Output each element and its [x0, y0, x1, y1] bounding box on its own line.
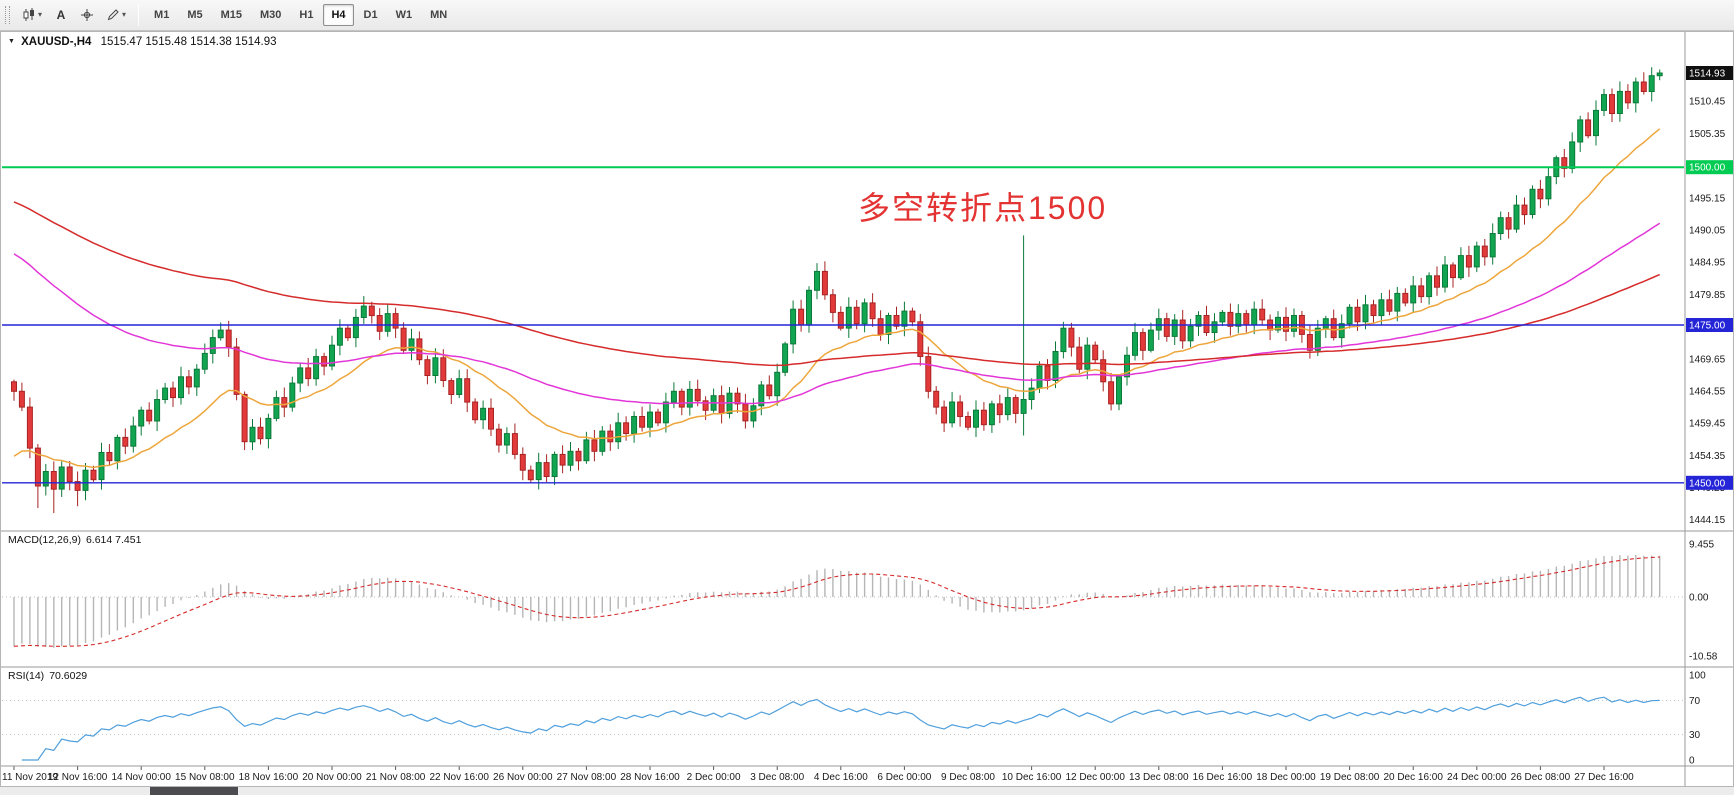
svg-text:13 Dec 08:00: 13 Dec 08:00 — [1129, 772, 1189, 783]
svg-text:1450.00: 1450.00 — [1689, 478, 1726, 489]
caret-down-icon: ▾ — [38, 10, 43, 19]
timeframe-button-m15[interactable]: M15 — [220, 9, 242, 21]
svg-text:1454.35: 1454.35 — [1689, 451, 1726, 462]
timeframe-button-h1[interactable]: H1 — [299, 9, 314, 21]
crosshair-tool-button[interactable] — [75, 3, 99, 27]
svg-text:12 Nov 16:00: 12 Nov 16:00 — [48, 772, 108, 783]
svg-text:27 Nov 08:00: 27 Nov 08:00 — [557, 772, 617, 783]
timeframe-toolbar: M1 M5 M15 M30 H1 H4 D1 W1 MN — [145, 4, 456, 26]
svg-text:24 Dec 00:00: 24 Dec 00:00 — [1447, 772, 1507, 783]
svg-text:21 Nov 08:00: 21 Nov 08:00 — [366, 772, 426, 783]
svg-text:16 Dec 16:00: 16 Dec 16:00 — [1193, 772, 1253, 783]
svg-text:0: 0 — [1689, 756, 1695, 767]
svg-text:1464.55: 1464.55 — [1689, 387, 1726, 398]
timeframe-button-m1[interactable]: M1 — [154, 9, 170, 21]
main-toolbar: ▾ A ▾ M1 M5 M15 M30 H1 H4 D1 W1 MN — [0, 0, 1734, 31]
timeframe-button-m30[interactable]: M30 — [260, 9, 282, 21]
svg-text:1505.35: 1505.35 — [1689, 129, 1726, 140]
svg-text:18 Dec 00:00: 18 Dec 00:00 — [1256, 772, 1316, 783]
svg-text:10 Dec 16:00: 10 Dec 16:00 — [1002, 772, 1062, 783]
svg-text:1514.93: 1514.93 — [1689, 69, 1726, 80]
svg-text:11 Nov 2019: 11 Nov 2019 — [2, 772, 58, 783]
svg-text:1459.45: 1459.45 — [1689, 419, 1726, 430]
svg-text:1475.00: 1475.00 — [1689, 321, 1726, 332]
svg-text:1469.65: 1469.65 — [1689, 354, 1726, 365]
chart-symbol-period: XAUUSD-,H4 — [21, 36, 92, 48]
svg-text:4 Dec 16:00: 4 Dec 16:00 — [814, 772, 868, 783]
svg-text:19 Dec 08:00: 19 Dec 08:00 — [1320, 772, 1380, 783]
svg-text:9.455: 9.455 — [1689, 540, 1714, 551]
svg-text:2 Dec 00:00: 2 Dec 00:00 — [687, 772, 741, 783]
timeframe-button-m5[interactable]: M5 — [187, 9, 203, 21]
timeframe-button-h4[interactable]: H4 — [323, 4, 354, 26]
rsi-indicator-label: RSI(14) 70.6029 — [8, 670, 87, 682]
svg-text:15 Nov 08:00: 15 Nov 08:00 — [175, 772, 235, 783]
chart-ohlc-values: 1515.47 1515.48 1514.38 1514.93 — [100, 36, 277, 48]
svg-text:1484.95: 1484.95 — [1689, 258, 1726, 269]
timeframe-button-w1[interactable]: W1 — [395, 9, 413, 21]
svg-text:1490.05: 1490.05 — [1689, 226, 1726, 237]
macd-values: 6.614 7.451 — [85, 534, 142, 546]
draw-tool-button[interactable]: ▾ — [101, 3, 131, 27]
svg-text:100: 100 — [1689, 671, 1706, 682]
svg-text:30: 30 — [1689, 730, 1701, 741]
crosshair-icon — [81, 9, 94, 21]
toolbar-separator — [138, 4, 140, 26]
svg-text:18 Nov 16:00: 18 Nov 16:00 — [239, 772, 299, 783]
text-tool-button[interactable]: A — [49, 3, 73, 27]
macd-signal-line — [13, 556, 1660, 647]
rsi-value: 70.6029 — [49, 670, 88, 682]
ma-18-line — [13, 128, 1661, 469]
svg-text:14 Nov 00:00: 14 Nov 00:00 — [111, 772, 171, 783]
macd-histogram — [13, 555, 1661, 648]
svg-text:0.00: 0.00 — [1689, 593, 1709, 604]
svg-text:28 Nov 16:00: 28 Nov 16:00 — [620, 772, 680, 783]
price-axis[interactable]: 1510.45 1505.35 1495.15 1490.05 1484.95 1479.… — [1686, 66, 1733, 526]
svg-text:20 Dec 16:00: 20 Dec 16:00 — [1383, 772, 1443, 783]
ma-120-line — [13, 201, 1660, 367]
svg-text:20 Nov 00:00: 20 Nov 00:00 — [302, 772, 362, 783]
svg-text:1500.00: 1500.00 — [1689, 163, 1726, 174]
svg-text:9 Dec 08:00: 9 Dec 08:00 — [941, 772, 995, 783]
timeframe-button-mn[interactable]: MN — [430, 9, 448, 21]
macd-name: MACD(12,26,9) — [8, 534, 81, 546]
ma-60-line — [13, 222, 1661, 405]
rsi-line — [21, 696, 1660, 761]
svg-text:1479.85: 1479.85 — [1689, 290, 1726, 301]
svg-text:3 Dec 08:00: 3 Dec 08:00 — [750, 772, 804, 783]
svg-text:6 Dec 00:00: 6 Dec 00:00 — [877, 772, 931, 783]
svg-text:70: 70 — [1689, 696, 1701, 707]
svg-text:26 Nov 00:00: 26 Nov 00:00 — [493, 772, 553, 783]
chart-menu-triangle-icon[interactable]: ▼ — [8, 38, 15, 45]
tools-toolbar: ▾ A ▾ — [16, 3, 132, 27]
svg-text:1495.15: 1495.15 — [1689, 193, 1726, 204]
svg-text:12 Dec 00:00: 12 Dec 00:00 — [1065, 772, 1125, 783]
rsi-name: RSI(14) — [8, 670, 45, 682]
svg-text:27 Dec 16:00: 27 Dec 16:00 — [1574, 772, 1634, 783]
toolbar-grip-handle[interactable] — [5, 6, 10, 24]
chart-header: ▼ XAUUSD-,H4 1515.47 1515.48 1514.38 151… — [8, 36, 277, 48]
svg-text:22 Nov 16:00: 22 Nov 16:00 — [429, 772, 489, 783]
candlestick-chart-icon — [23, 8, 34, 21]
taskbar-chip[interactable] — [150, 787, 238, 795]
pencil-icon — [107, 9, 119, 21]
svg-text:26 Dec 08:00: 26 Dec 08:00 — [1511, 772, 1571, 783]
svg-text:1444.15: 1444.15 — [1689, 515, 1726, 526]
caret-down-icon: ▾ — [122, 10, 127, 19]
svg-text:-10.58: -10.58 — [1689, 652, 1718, 663]
svg-text:1510.45: 1510.45 — [1689, 97, 1726, 108]
timeframe-button-d1[interactable]: D1 — [363, 9, 378, 21]
macd-indicator-label: MACD(12,26,9) 6.614 7.451 — [8, 534, 141, 546]
tool-label: A — [56, 8, 66, 22]
chart-annotation-text[interactable]: 多空转折点1500 — [858, 190, 1108, 226]
chart-type-button[interactable]: ▾ — [17, 3, 47, 27]
